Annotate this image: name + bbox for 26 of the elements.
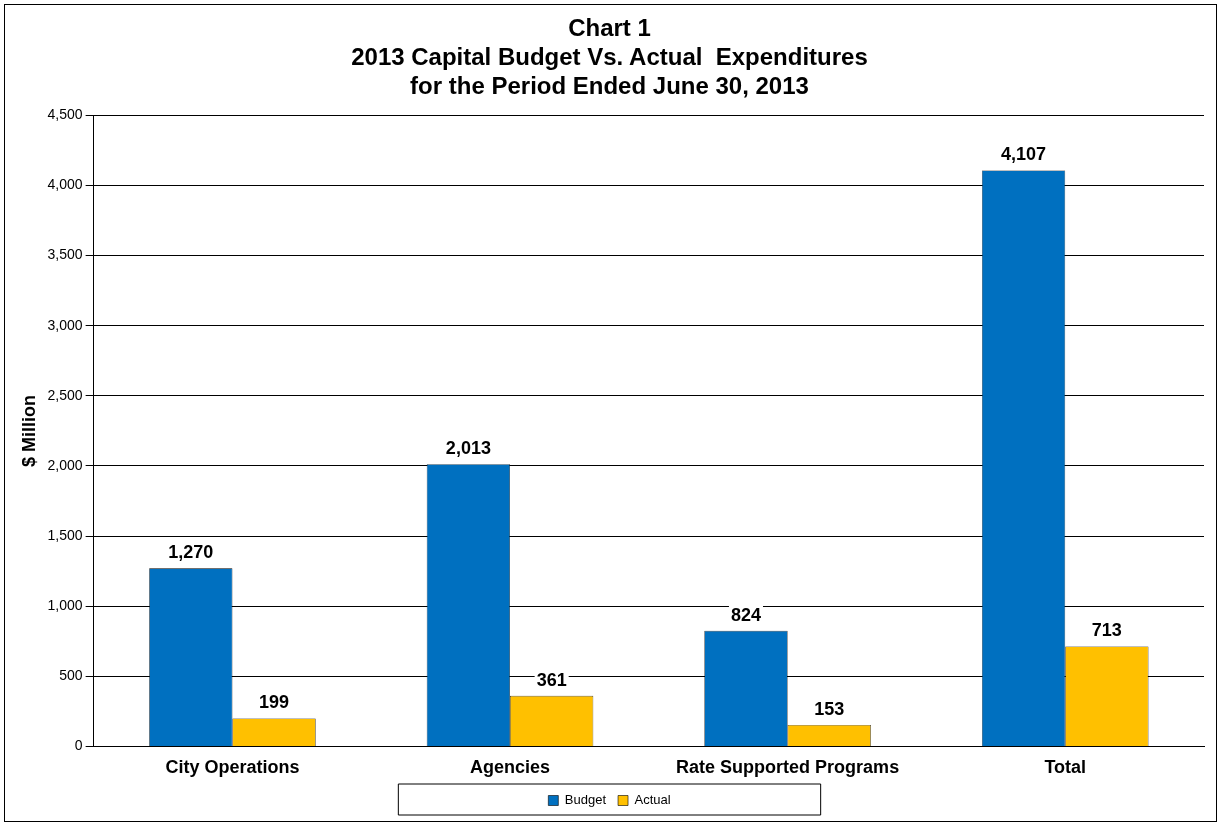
y-tick-label: 3,500 [47, 246, 83, 263]
y-tick-label: 3,000 [47, 316, 83, 333]
x-tick-label: Rate Supported Programs [676, 757, 900, 778]
y-tick-label: 1,500 [47, 526, 83, 543]
chart-title: Chart 1 2013 Capital Budget Vs. Actual Expenditures for the Period Ended June 30, 2013 [351, 14, 868, 99]
data-label: 4,107 [1001, 144, 1047, 165]
y-tick-label: 2,500 [47, 386, 83, 403]
legend-label: Actual [634, 792, 671, 808]
x-tick-label: Total [1044, 757, 1087, 778]
legend-label: Budget [564, 792, 607, 808]
y-tick-label: 4,000 [47, 176, 83, 193]
data-label: 824 [730, 604, 761, 625]
x-tick-label: Agencies [470, 757, 551, 778]
y-axis-title: $ Million [18, 394, 39, 467]
data-label: 153 [814, 698, 845, 719]
y-tick-label: 0 [74, 737, 83, 754]
y-tick-label: 1,000 [47, 597, 83, 614]
data-label: 2,013 [445, 438, 491, 459]
data-label: 713 [1091, 620, 1122, 641]
y-tick-label: 500 [59, 667, 83, 684]
y-tick-label: 4,500 [47, 106, 83, 123]
x-tick-label: City Operations [165, 757, 300, 778]
data-label: 1,270 [168, 542, 214, 563]
data-label: 361 [536, 669, 567, 690]
y-tick-label: 2,000 [47, 456, 83, 473]
data-label: 199 [259, 692, 290, 713]
